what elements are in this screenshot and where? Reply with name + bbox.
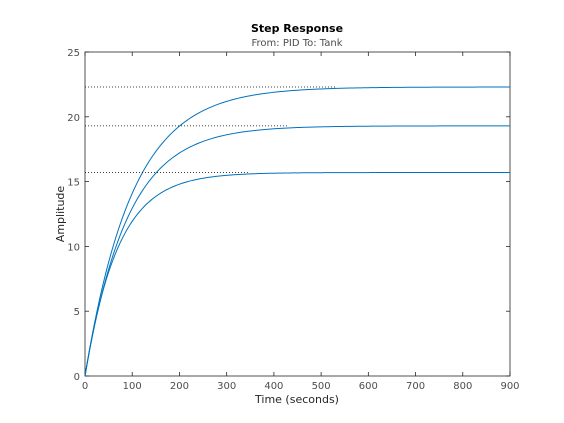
x-tick-label: 500: [312, 381, 331, 392]
y-tick-label: 10: [67, 242, 80, 253]
x-tick-label: 200: [170, 381, 189, 392]
x-tick-label: 100: [123, 381, 142, 392]
x-tick-label: 400: [264, 381, 283, 392]
x-tick-label: 0: [82, 381, 88, 392]
x-tick-label: 700: [406, 381, 425, 392]
response-curve-3: [84, 172, 510, 377]
x-tick-label: 600: [359, 381, 378, 392]
y-tick-label: 25: [67, 48, 80, 59]
plot-area-box: [84, 51, 511, 377]
x-axis-label: Time (seconds): [254, 393, 339, 406]
y-axis-label: Amplitude: [54, 186, 67, 243]
y-tick-label: 5: [74, 307, 80, 318]
y-tick-label: 0: [74, 372, 80, 383]
response-curve-1: [84, 86, 510, 377]
y-tick-label: 15: [67, 178, 80, 189]
x-tick-label: 900: [500, 381, 519, 392]
chart-subtitle: From: PID To: Tank: [252, 38, 343, 49]
x-tick-label: 300: [217, 381, 236, 392]
y-tick-label: 20: [67, 113, 80, 124]
response-curve-2: [84, 125, 510, 377]
x-tick-label: 800: [453, 381, 472, 392]
chart-title: Step Response: [251, 22, 343, 35]
